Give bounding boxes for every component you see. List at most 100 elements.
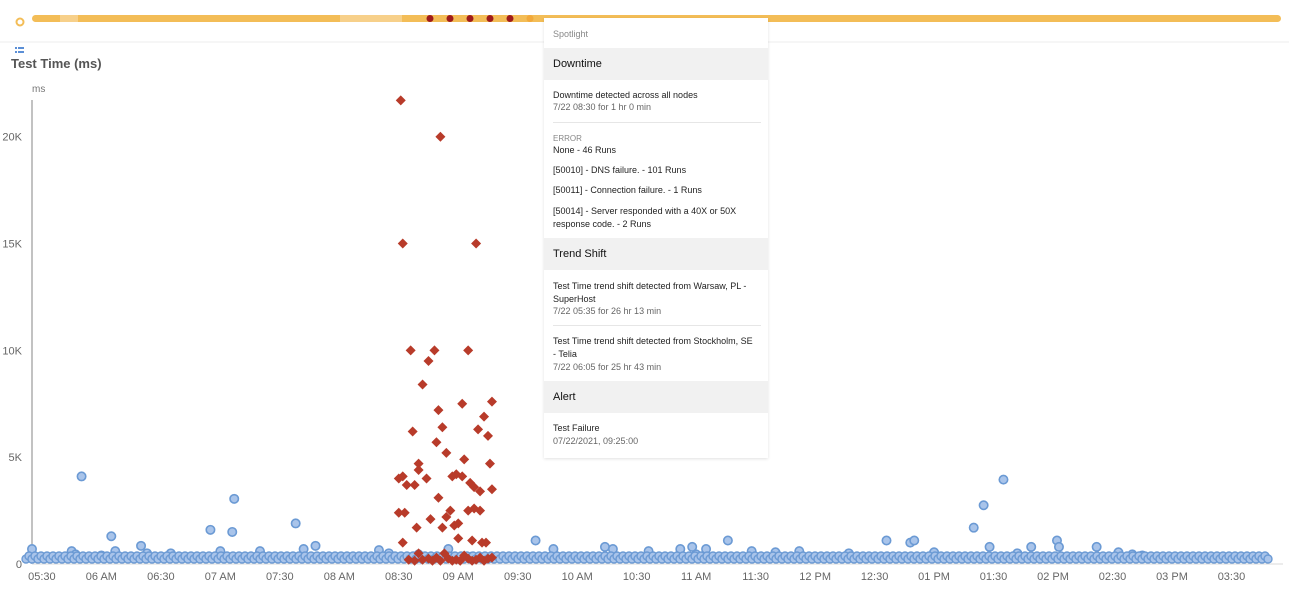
x-tick-label: 05:30 bbox=[28, 571, 56, 583]
data-point bbox=[437, 422, 448, 433]
data-point bbox=[423, 356, 434, 367]
downtime-text: Downtime detected across all nodes bbox=[553, 90, 698, 100]
data-point bbox=[205, 524, 216, 535]
data-point bbox=[486, 396, 497, 407]
alert-heading: Alert bbox=[544, 381, 768, 413]
data-point bbox=[310, 540, 321, 551]
data-point bbox=[393, 507, 404, 518]
x-tick-label: 12:30 bbox=[861, 571, 889, 583]
data-point bbox=[473, 424, 484, 435]
y-tick-label: 0 bbox=[16, 559, 22, 571]
error-item: None - 46 Runs bbox=[553, 145, 617, 155]
timeline-start-marker bbox=[15, 17, 25, 27]
error-label: ERROR bbox=[553, 134, 582, 143]
timeline-event-marker bbox=[486, 15, 494, 22]
data-point bbox=[881, 535, 892, 546]
data-point bbox=[486, 484, 497, 495]
timeline-event-marker bbox=[506, 15, 514, 22]
list-icon[interactable] bbox=[15, 42, 25, 60]
timeline-event-marker bbox=[426, 15, 434, 22]
data-point bbox=[471, 238, 482, 249]
error-item: [50014] - Server responded with a 40X or… bbox=[553, 206, 737, 229]
data-point bbox=[417, 379, 428, 390]
data-point bbox=[401, 479, 412, 490]
timeline-segment bbox=[340, 15, 402, 22]
data-point bbox=[421, 473, 432, 484]
data-point bbox=[481, 537, 492, 548]
data-point bbox=[433, 492, 444, 503]
data-point bbox=[397, 238, 408, 249]
data-point bbox=[445, 505, 456, 516]
x-tick-label: 11 AM bbox=[681, 571, 711, 583]
data-point bbox=[687, 541, 698, 552]
data-point bbox=[475, 486, 486, 497]
x-tick-label: 06 AM bbox=[86, 571, 117, 583]
timeline-event-marker bbox=[526, 15, 534, 22]
x-tick-label: 01 PM bbox=[918, 571, 950, 583]
data-point bbox=[599, 541, 610, 552]
timeline-event-marker bbox=[446, 15, 454, 22]
data-point bbox=[395, 95, 406, 106]
x-tick-label: 08 AM bbox=[324, 571, 355, 583]
data-point bbox=[227, 526, 238, 537]
trend-shift-sub: 7/22 06:05 for 25 hr 43 min bbox=[553, 362, 662, 372]
data-point bbox=[467, 535, 478, 546]
error-item: [50011] - Connection failure. - 1 Runs bbox=[553, 185, 702, 195]
data-point bbox=[441, 512, 452, 522]
x-tick-label: 09 AM bbox=[443, 571, 474, 583]
data-point bbox=[1026, 541, 1037, 552]
data-point bbox=[1053, 541, 1064, 552]
data-point bbox=[479, 411, 490, 422]
x-tick-label: 07 AM bbox=[205, 571, 236, 583]
data-point bbox=[437, 522, 448, 533]
data-point bbox=[457, 471, 468, 482]
data-point bbox=[984, 541, 995, 552]
data-point bbox=[463, 345, 474, 356]
data-point bbox=[433, 405, 444, 416]
data-point bbox=[407, 426, 418, 437]
data-point bbox=[484, 458, 495, 469]
trend-shift-heading: Trend Shift bbox=[544, 238, 768, 270]
spotlight-panel: Spotlight Downtime Downtime detected acr… bbox=[544, 18, 768, 458]
y-tick-label: 15K bbox=[2, 239, 22, 251]
data-point bbox=[1263, 554, 1273, 564]
x-tick-label: 09:30 bbox=[504, 571, 532, 583]
data-point bbox=[453, 533, 464, 544]
data-point bbox=[413, 548, 424, 559]
data-point bbox=[457, 398, 468, 409]
y-tick-label: 5K bbox=[9, 452, 23, 464]
data-point bbox=[722, 535, 733, 546]
x-tick-label: 03:30 bbox=[1218, 571, 1246, 583]
data-point bbox=[76, 471, 87, 482]
data-point bbox=[431, 437, 442, 448]
data-point bbox=[435, 555, 446, 566]
x-tick-label: 02:30 bbox=[1099, 571, 1127, 583]
x-tick-label: 12 PM bbox=[799, 571, 831, 583]
divider bbox=[553, 325, 761, 326]
x-tick-label: 11:30 bbox=[742, 571, 769, 583]
data-point bbox=[413, 465, 424, 475]
x-tick-label: 06:30 bbox=[147, 571, 175, 583]
data-point bbox=[399, 507, 410, 518]
data-point bbox=[482, 430, 493, 441]
timeline-event-marker bbox=[466, 15, 474, 22]
data-point bbox=[469, 482, 480, 493]
data-point bbox=[290, 518, 301, 529]
data-point bbox=[475, 505, 486, 516]
downtime-sub: 7/22 08:30 for 1 hr 0 min bbox=[553, 102, 652, 112]
data-point bbox=[397, 471, 408, 482]
data-point bbox=[413, 458, 424, 469]
spotlight-label: Spotlight bbox=[553, 29, 589, 39]
data-point bbox=[229, 493, 240, 504]
data-point bbox=[441, 447, 452, 458]
alert-text: Test Failure bbox=[553, 423, 600, 433]
alert-sub: 07/22/2021, 09:25:00 bbox=[553, 436, 639, 446]
data-point bbox=[405, 345, 416, 356]
data-point bbox=[978, 500, 989, 511]
trend-shift-sub: 7/22 05:35 for 26 hr 13 min bbox=[553, 306, 662, 316]
data-point bbox=[106, 531, 117, 542]
data-point bbox=[409, 479, 420, 490]
data-point bbox=[449, 520, 460, 531]
x-tick-label: 10:30 bbox=[623, 571, 651, 583]
data-point bbox=[530, 535, 541, 546]
